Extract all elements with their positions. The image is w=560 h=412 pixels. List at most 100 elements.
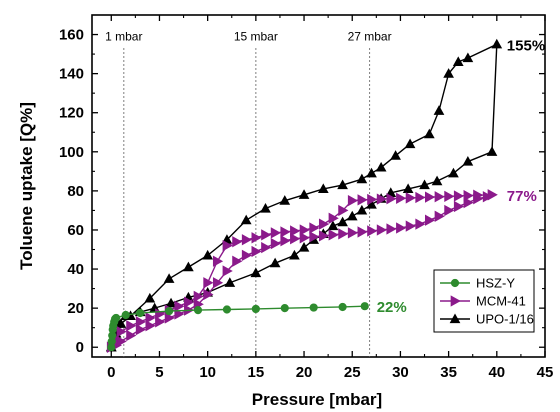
series-layer bbox=[105, 38, 503, 353]
data-point bbox=[376, 193, 387, 205]
data-point bbox=[431, 175, 443, 186]
data-point bbox=[240, 214, 252, 225]
data-point bbox=[155, 316, 166, 328]
data-point bbox=[328, 229, 339, 241]
x-tick-label: 30 bbox=[392, 364, 409, 381]
plot-frame bbox=[91, 14, 546, 358]
data-point bbox=[444, 204, 455, 217]
data-point bbox=[452, 56, 464, 67]
data-point bbox=[202, 249, 214, 260]
data-point bbox=[212, 255, 224, 267]
data-point bbox=[163, 273, 175, 283]
data-point bbox=[203, 277, 214, 289]
data-point bbox=[193, 305, 203, 315]
x-tick-label: 25 bbox=[344, 364, 361, 381]
data-point bbox=[338, 204, 349, 217]
annotation-label-2: 22% bbox=[377, 299, 407, 316]
legend-item: MCM-41 bbox=[440, 294, 526, 309]
data-point bbox=[318, 218, 330, 230]
data-point bbox=[425, 214, 436, 226]
data-point bbox=[356, 173, 368, 184]
x-tick-label: 0 bbox=[107, 364, 115, 381]
legend-marker bbox=[450, 295, 461, 307]
data-point bbox=[415, 218, 426, 230]
data-point bbox=[251, 245, 262, 258]
data-point bbox=[402, 183, 414, 194]
data-point bbox=[360, 302, 369, 311]
data-point bbox=[337, 179, 348, 190]
data-point bbox=[357, 194, 368, 206]
x-tick-label: 15 bbox=[248, 364, 265, 381]
data-point bbox=[232, 255, 243, 267]
data-point bbox=[356, 204, 368, 215]
series-hsz-y bbox=[107, 302, 369, 352]
data-point bbox=[317, 183, 329, 194]
data-point bbox=[184, 296, 195, 308]
data-point bbox=[448, 167, 459, 178]
data-point bbox=[473, 189, 484, 201]
data-point bbox=[155, 308, 166, 320]
legend-marker bbox=[449, 313, 461, 324]
data-point bbox=[390, 150, 401, 160]
data-point bbox=[193, 290, 204, 303]
x-axis-title: Pressure [mbar] bbox=[252, 390, 382, 409]
data-point bbox=[309, 231, 320, 243]
data-point bbox=[251, 232, 262, 244]
data-point bbox=[463, 189, 474, 202]
data-point bbox=[453, 200, 465, 213]
data-point bbox=[338, 228, 349, 240]
y-tick-label: 40 bbox=[67, 261, 84, 278]
legend-label: HSZ-Y bbox=[476, 276, 515, 291]
data-point bbox=[486, 146, 498, 156]
x-tick-label: 10 bbox=[199, 364, 216, 381]
data-point bbox=[135, 316, 147, 328]
data-point bbox=[444, 190, 455, 203]
data-point bbox=[261, 229, 272, 241]
data-point bbox=[145, 320, 156, 332]
data-point bbox=[487, 189, 498, 201]
x-tick-label: 20 bbox=[296, 364, 313, 381]
reference-line-label-1: 15 mbar bbox=[234, 29, 278, 43]
data-point bbox=[366, 199, 377, 209]
data-point bbox=[164, 312, 175, 324]
x-tick-label: 40 bbox=[488, 364, 505, 381]
data-point bbox=[443, 68, 454, 78]
data-point bbox=[415, 191, 426, 204]
data-point bbox=[290, 233, 301, 245]
y-tick-label: 140 bbox=[59, 66, 84, 83]
x-tick-label: 5 bbox=[155, 364, 163, 381]
data-point bbox=[423, 128, 435, 139]
data-point bbox=[136, 308, 145, 318]
data-point bbox=[425, 191, 436, 203]
data-point bbox=[367, 193, 378, 206]
data-point bbox=[463, 196, 474, 209]
data-point bbox=[298, 242, 310, 252]
data-point bbox=[250, 267, 262, 278]
annotation-label-0: 155% bbox=[507, 37, 545, 54]
data-point bbox=[491, 38, 503, 49]
data-point bbox=[165, 297, 177, 308]
data-point bbox=[396, 192, 407, 204]
data-point bbox=[261, 241, 272, 254]
data-point bbox=[174, 308, 185, 320]
annotation-label-1: 77% bbox=[507, 188, 537, 205]
x-tick-label: 45 bbox=[537, 364, 554, 381]
data-point bbox=[111, 313, 121, 323]
data-point bbox=[115, 318, 127, 328]
data-point bbox=[224, 277, 236, 287]
data-point bbox=[290, 225, 301, 237]
y-axis-title: Toluene uptake [Q%] bbox=[17, 102, 36, 270]
data-point bbox=[396, 222, 407, 234]
series-mcm-41 bbox=[106, 189, 498, 353]
data-point bbox=[386, 223, 397, 235]
data-point bbox=[126, 320, 137, 332]
data-point bbox=[327, 220, 339, 231]
data-point bbox=[318, 230, 330, 242]
y-tick-label: 100 bbox=[59, 144, 84, 161]
data-point bbox=[298, 189, 310, 199]
data-point bbox=[299, 224, 310, 236]
data-point bbox=[260, 202, 271, 213]
data-point bbox=[375, 161, 387, 172]
